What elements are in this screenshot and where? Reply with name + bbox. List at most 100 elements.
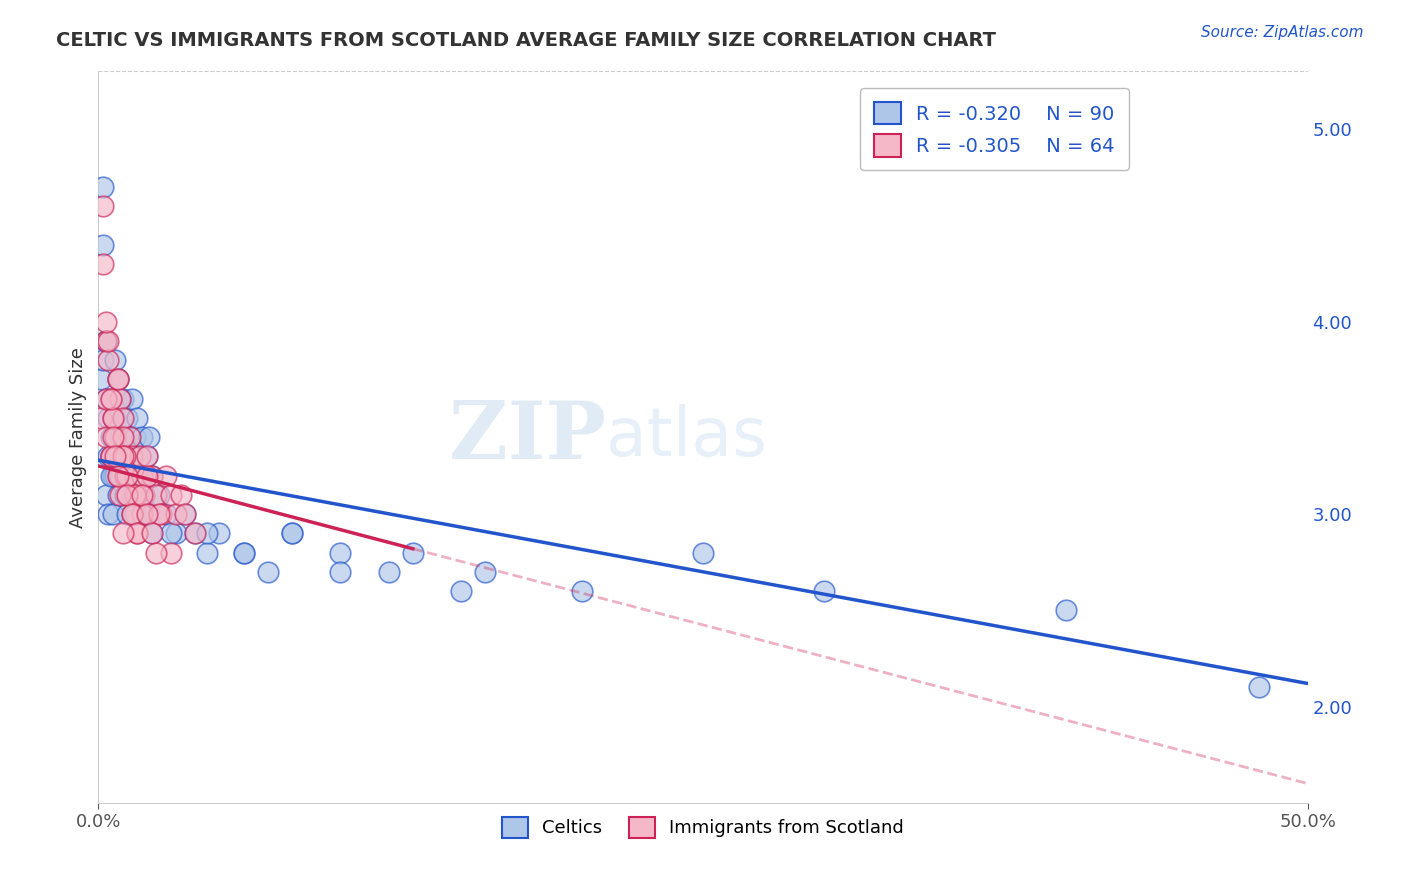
Point: [127, 468, 149, 483]
Point: [150, 507, 173, 521]
Point: [121, 450, 143, 464]
Point: [100, 392, 122, 406]
Point: [94, 334, 117, 348]
Point: [131, 468, 153, 483]
Point: [232, 545, 254, 559]
Point: [101, 430, 124, 444]
Point: [134, 488, 156, 502]
Point: [114, 488, 136, 502]
Text: atlas: atlas: [606, 404, 768, 470]
Point: [100, 430, 122, 444]
Point: [124, 488, 146, 502]
Point: [165, 526, 187, 541]
Point: [128, 450, 150, 464]
Point: [111, 410, 134, 425]
Point: [402, 545, 425, 559]
Point: [281, 526, 304, 541]
Point: [117, 468, 139, 483]
Point: [94, 334, 117, 348]
Point: [124, 488, 146, 502]
Point: [100, 450, 122, 464]
Point: [135, 507, 157, 521]
Point: [107, 488, 129, 502]
Point: [124, 468, 146, 483]
Point: [94, 315, 117, 329]
Point: [108, 430, 131, 444]
Point: [138, 430, 160, 444]
Point: [108, 468, 131, 483]
Point: [100, 468, 122, 483]
Point: [104, 353, 127, 368]
Point: [141, 468, 163, 483]
Point: [131, 488, 153, 502]
Point: [135, 507, 157, 521]
Point: [100, 450, 122, 464]
Point: [100, 450, 122, 464]
Point: [104, 430, 127, 444]
Point: [108, 468, 131, 483]
Point: [571, 584, 593, 599]
Point: [184, 526, 207, 541]
Point: [117, 488, 139, 502]
Point: [141, 526, 163, 541]
Point: [121, 392, 143, 406]
Point: [104, 430, 127, 444]
Point: [108, 392, 131, 406]
Point: [131, 430, 153, 444]
Point: [111, 450, 134, 464]
Point: [474, 565, 496, 579]
Point: [101, 468, 124, 483]
Point: [128, 450, 150, 464]
Point: [97, 507, 120, 521]
Point: [329, 565, 352, 579]
Point: [121, 488, 143, 502]
Point: [94, 392, 117, 406]
Point: [124, 430, 146, 444]
Point: [94, 392, 117, 406]
Point: [127, 526, 149, 541]
Point: [94, 334, 117, 348]
Point: [692, 545, 714, 559]
Point: [208, 526, 231, 541]
Point: [813, 584, 835, 599]
Text: ZIP: ZIP: [450, 398, 606, 476]
Point: [148, 488, 170, 502]
Point: [145, 545, 167, 559]
Point: [107, 450, 129, 464]
Point: [141, 526, 163, 541]
Point: [100, 392, 122, 406]
Point: [114, 468, 136, 483]
Point: [329, 545, 352, 559]
Point: [91, 353, 114, 368]
Point: [97, 334, 120, 348]
Point: [91, 179, 114, 194]
Point: [117, 450, 139, 464]
Point: [127, 488, 149, 502]
Point: [148, 507, 170, 521]
Point: [117, 468, 139, 483]
Legend: Celtics, Immigrants from Scotland: Celtics, Immigrants from Scotland: [495, 810, 911, 845]
Point: [107, 372, 129, 386]
Point: [118, 430, 141, 444]
Point: [94, 430, 117, 444]
Point: [121, 507, 143, 521]
Point: [111, 450, 134, 464]
Point: [155, 507, 177, 521]
Point: [114, 430, 136, 444]
Point: [118, 468, 141, 483]
Point: [134, 507, 156, 521]
Point: [1054, 603, 1077, 617]
Point: [97, 410, 120, 425]
Point: [117, 507, 139, 521]
Point: [107, 468, 129, 483]
Point: [118, 468, 141, 483]
Point: [101, 507, 124, 521]
Point: [104, 410, 127, 425]
Point: [107, 372, 129, 386]
Point: [108, 488, 131, 502]
Point: [127, 488, 149, 502]
Point: [117, 488, 139, 502]
Point: [104, 468, 127, 483]
Text: Source: ZipAtlas.com: Source: ZipAtlas.com: [1201, 25, 1364, 40]
Point: [174, 507, 197, 521]
